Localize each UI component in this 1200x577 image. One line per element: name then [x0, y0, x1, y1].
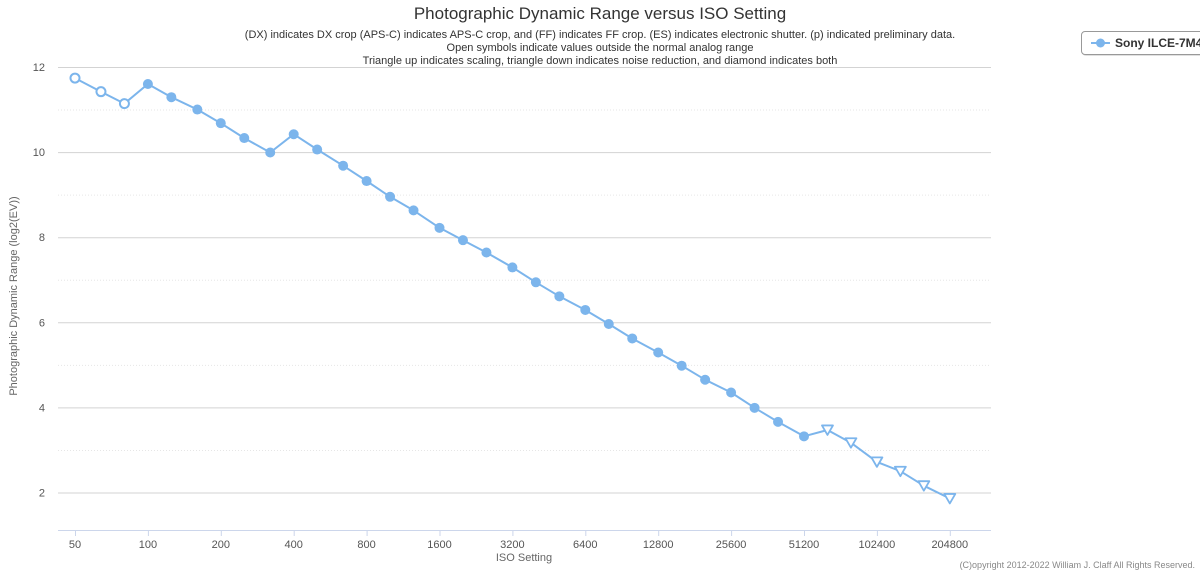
data-point[interactable] [408, 205, 419, 216]
data-point[interactable] [799, 431, 809, 442]
data-point[interactable] [338, 160, 349, 171]
data-point[interactable] [215, 118, 226, 129]
y-tick-label: 4 [39, 402, 45, 414]
x-tick-label: 1600 [427, 539, 451, 551]
data-point-triangle-down[interactable] [893, 465, 907, 478]
data-point[interactable] [749, 402, 760, 413]
data-point[interactable] [530, 277, 541, 288]
x-tick-label: 6400 [573, 539, 597, 551]
x-tick-label: 3200 [500, 539, 524, 551]
y-tick-label: 2 [39, 488, 45, 500]
data-point[interactable] [700, 374, 711, 385]
data-point[interactable] [580, 304, 591, 315]
data-point[interactable] [288, 129, 299, 140]
data-point-open[interactable] [118, 98, 130, 110]
data-point-triangle-down[interactable] [821, 424, 834, 436]
x-tick-label: 400 [285, 539, 303, 551]
x-tick-label: 51200 [789, 539, 820, 551]
data-point[interactable] [192, 104, 203, 115]
data-point-triangle-down[interactable] [917, 480, 931, 492]
data-point-open[interactable] [95, 86, 107, 98]
chart-subtitle-line-2: Open symbols indicate values outside the… [446, 42, 754, 54]
data-point[interactable] [142, 79, 153, 90]
data-point[interactable] [554, 291, 565, 302]
data-point[interactable] [603, 319, 614, 330]
data-point-triangle-down[interactable] [943, 493, 957, 505]
x-tick-label: 800 [357, 539, 375, 551]
data-point[interactable] [726, 387, 737, 398]
y-tick-label: 6 [39, 317, 45, 329]
copyright-text: (C)opyright 2012-2022 William J. Claff A… [959, 560, 1195, 570]
data-point[interactable] [676, 360, 687, 371]
y-tick-label: 10 [33, 147, 45, 159]
data-point-open[interactable] [69, 72, 81, 84]
x-tick-label: 204800 [931, 539, 968, 551]
data-point[interactable] [481, 247, 492, 258]
chart-title: Photographic Dynamic Range versus ISO Se… [413, 4, 787, 23]
x-tick-label: 100 [139, 539, 157, 551]
x-axis-title: ISO Setting [495, 552, 553, 564]
legend-series-marker-icon [1091, 38, 1110, 48]
data-point[interactable] [312, 144, 323, 155]
data-point[interactable] [239, 133, 250, 144]
y-tick-label: 8 [39, 232, 45, 244]
data-point[interactable] [627, 333, 638, 344]
chart-subtitle-line-1: (DX) indicates DX crop (APS-C) indicates… [244, 29, 956, 41]
x-tick-label: 200 [212, 539, 230, 551]
y-tick-label: 12 [33, 62, 45, 74]
x-tick-label: 50 [69, 539, 81, 551]
legend[interactable]: Sony ILCE-7M4 [1081, 31, 1200, 55]
y-axis-title: Photographic Dynamic Range (log2(EV)) [8, 196, 20, 396]
x-tick-label: 12800 [643, 539, 674, 551]
data-point-triangle-down[interactable] [844, 437, 858, 449]
data-point[interactable] [385, 191, 396, 202]
data-point[interactable] [773, 416, 784, 427]
chart-subtitle-line-3: Triangle up indicates scaling, triangle … [362, 55, 838, 67]
x-tick-label: 102400 [859, 539, 896, 551]
data-point[interactable] [361, 176, 372, 187]
data-point[interactable] [507, 262, 518, 273]
data-point[interactable] [457, 235, 468, 246]
data-point[interactable] [166, 92, 177, 103]
legend-series-label: Sony ILCE-7M4 [1115, 36, 1200, 50]
series-line [74, 77, 951, 500]
data-point[interactable] [653, 347, 664, 358]
x-tick-label: 25600 [716, 539, 747, 551]
data-point[interactable] [265, 147, 276, 158]
data-point[interactable] [434, 222, 445, 233]
data-point-triangle-down[interactable] [870, 456, 884, 468]
